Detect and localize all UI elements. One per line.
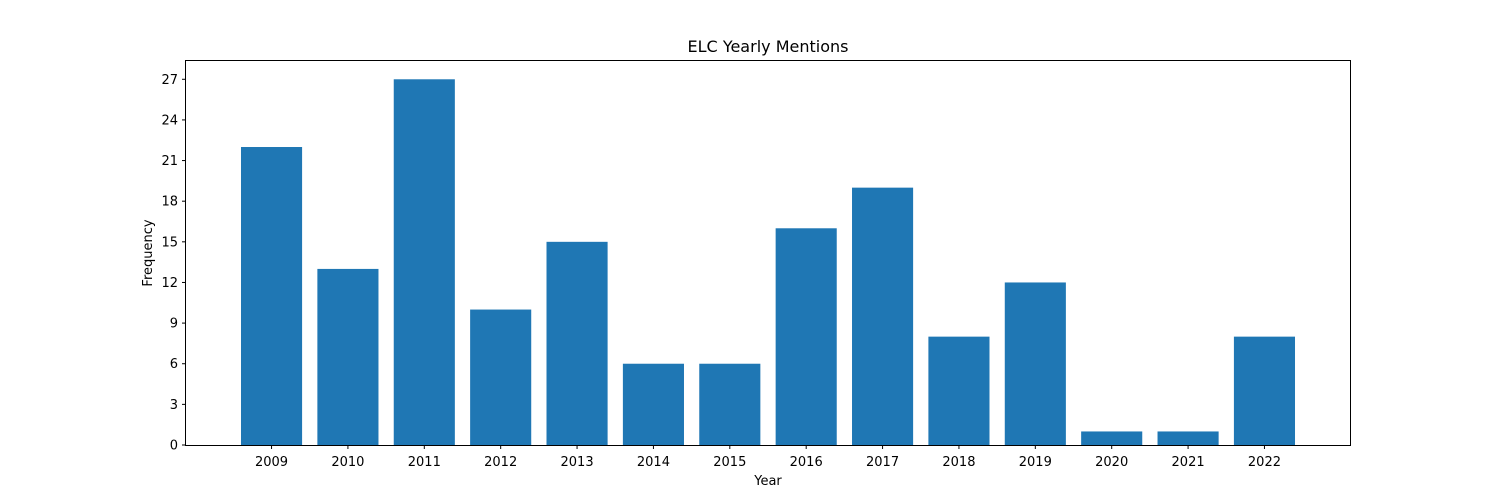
x-tick-label: 2018 [942, 455, 975, 470]
y-tick-label: 6 [170, 357, 178, 372]
y-tick-label: 15 [161, 235, 178, 250]
x-tick-label: 2013 [561, 455, 594, 470]
x-tick-label: 2019 [1019, 455, 1052, 470]
plot-frame [185, 60, 1351, 446]
y-tick-label: 3 [170, 398, 178, 413]
y-axis-label: Frequency [141, 219, 156, 286]
bar-2013 [546, 241, 608, 445]
bar-2012 [470, 309, 532, 445]
bar-2019 [1004, 282, 1066, 445]
x-tick-label: 2011 [408, 455, 441, 470]
y-tick-label: 24 [161, 113, 178, 128]
x-axis-label: Year [753, 474, 782, 489]
bar-2014 [622, 363, 684, 445]
bars-group [240, 79, 1296, 446]
bar-2022 [1233, 336, 1296, 445]
bar-2011 [393, 79, 455, 446]
y-tick-label: 0 [170, 439, 178, 454]
bar-2015 [699, 363, 761, 445]
x-tick-label: 2012 [484, 455, 517, 470]
y-tick-label: 12 [161, 276, 178, 291]
x-tick-label: 2010 [331, 455, 364, 470]
x-tick-label: 2009 [255, 455, 288, 470]
chart-title: ELC Yearly Mentions [688, 37, 849, 56]
bar-2010 [317, 268, 379, 445]
bar-2017 [852, 187, 914, 445]
bar-2018 [928, 336, 990, 445]
y-tick-label: 9 [170, 317, 178, 332]
x-tick-label: 2017 [866, 455, 899, 470]
y-tick-label: 18 [161, 195, 178, 210]
y-tick-label: 27 [161, 73, 178, 88]
x-tick-label: 2016 [790, 455, 823, 470]
bar-2020 [1081, 431, 1143, 445]
bar-2016 [775, 228, 837, 445]
bar-2021 [1157, 431, 1219, 445]
bar-2009 [240, 147, 303, 445]
x-tick-label: 2022 [1248, 455, 1281, 470]
x-axis-ticks: 2009 2010 2011 2012 2013 2014 2015 2016 2017 2018… [255, 445, 1281, 470]
x-tick-label: 2015 [713, 455, 746, 470]
x-tick-label: 2014 [637, 455, 670, 470]
y-tick-label: 21 [161, 154, 178, 169]
x-tick-label: 2021 [1172, 455, 1205, 470]
y-axis-ticks: 0 3 6 9 12 15 18 21 24 27 [161, 73, 186, 454]
x-tick-label: 2020 [1095, 455, 1128, 470]
